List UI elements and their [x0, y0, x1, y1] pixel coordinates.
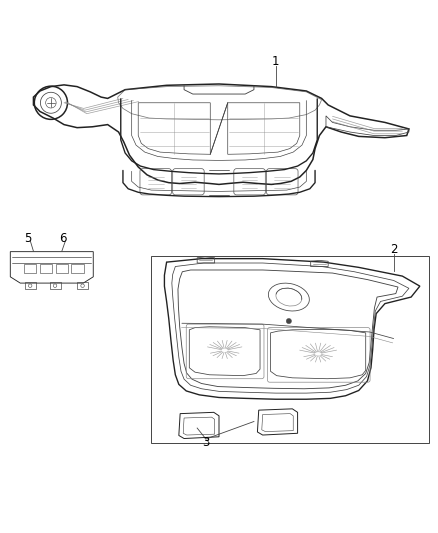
- Text: 3: 3: [202, 436, 210, 449]
- Bar: [24, 264, 36, 273]
- Bar: [25, 282, 35, 289]
- Text: 2: 2: [390, 244, 397, 256]
- Bar: [77, 282, 88, 289]
- Text: 1: 1: [272, 55, 279, 68]
- Bar: [56, 264, 68, 273]
- Bar: [40, 264, 52, 273]
- Text: 5: 5: [24, 232, 32, 246]
- Text: 6: 6: [59, 232, 67, 246]
- Bar: [71, 264, 84, 273]
- Circle shape: [286, 318, 291, 324]
- Bar: [49, 282, 60, 289]
- Bar: [151, 256, 428, 443]
